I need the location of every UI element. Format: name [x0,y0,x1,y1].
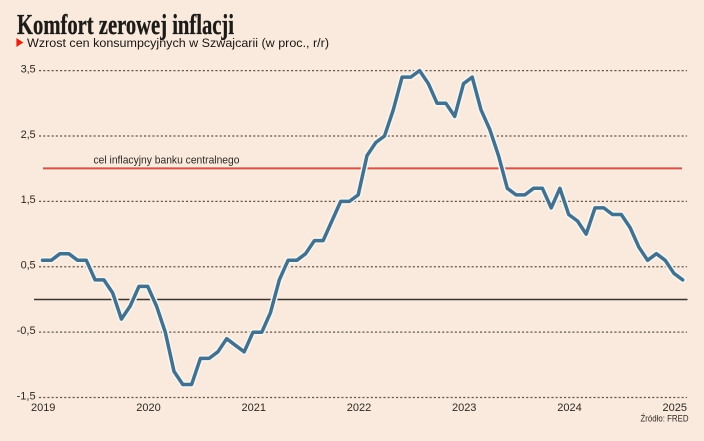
svg-text:Źródło: FRED: Źródło: FRED [641,414,689,425]
svg-text:2019: 2019 [31,402,55,414]
svg-text:2025: 2025 [663,402,687,414]
svg-text:1,5: 1,5 [21,194,36,206]
svg-text:2024: 2024 [557,402,581,414]
svg-text:3,5: 3,5 [21,63,36,75]
svg-text:2022: 2022 [347,402,371,414]
svg-text:2,5: 2,5 [21,129,36,141]
svg-text:2020: 2020 [136,402,160,414]
svg-text:-0,5: -0,5 [17,325,36,337]
svg-text:2023: 2023 [452,402,476,414]
svg-text:cel inflacyjny banku centralne: cel inflacyjny banku centralnego [94,155,240,167]
svg-text:-1,5: -1,5 [17,390,36,402]
svg-text:Wzrost cen konsumpcyjnych w Sz: Wzrost cen konsumpcyjnych w Szwajcarii (… [27,36,329,50]
svg-text:0,5: 0,5 [21,260,36,272]
svg-text:2021: 2021 [242,402,266,414]
svg-text:Komfort zerowej inflacji: Komfort zerowej inflacji [17,9,234,41]
